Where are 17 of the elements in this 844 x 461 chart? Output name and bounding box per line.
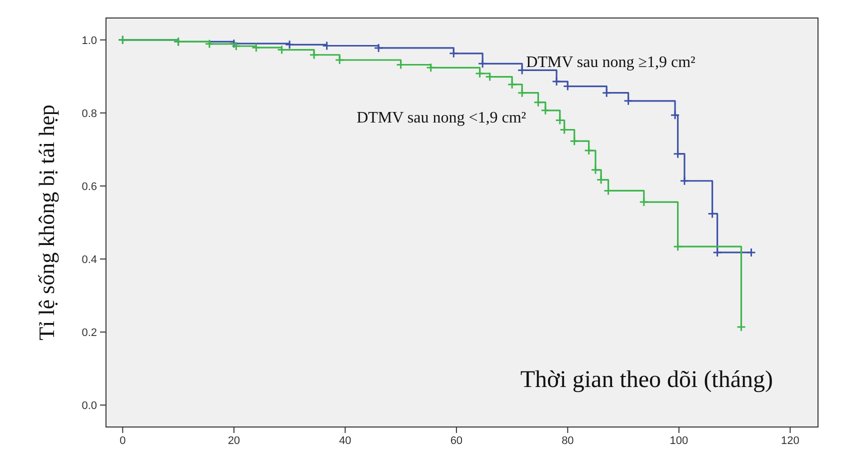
y-tick-label: 0.2 [82,326,97,339]
x-tick-label: 100 [670,435,688,447]
y-tick-label: 0.4 [82,254,97,266]
y-axis-title: Tỉ lệ sống không bị tái hẹp [34,104,59,340]
x-tick-label: 120 [781,435,800,447]
x-tick-label: 0 [120,435,126,447]
series-label: DTMV sau nong ≥1,9 cm² [526,54,696,72]
y-tick-label: 0.8 [82,108,97,120]
x-tick-label: 20 [228,435,240,447]
x-tick-label: 80 [562,435,574,447]
y-tick-label: 0.0 [82,400,97,412]
series-label: DTMV sau nong <1,9 cm² [356,109,526,126]
y-tick-label: 0.6 [82,180,97,193]
y-tick-label: 1.0 [82,34,97,47]
x-axis-title: Thời gian theo dõi (tháng) [520,367,773,393]
x-tick-label: 40 [339,435,352,447]
x-tick-label: 60 [450,435,463,447]
